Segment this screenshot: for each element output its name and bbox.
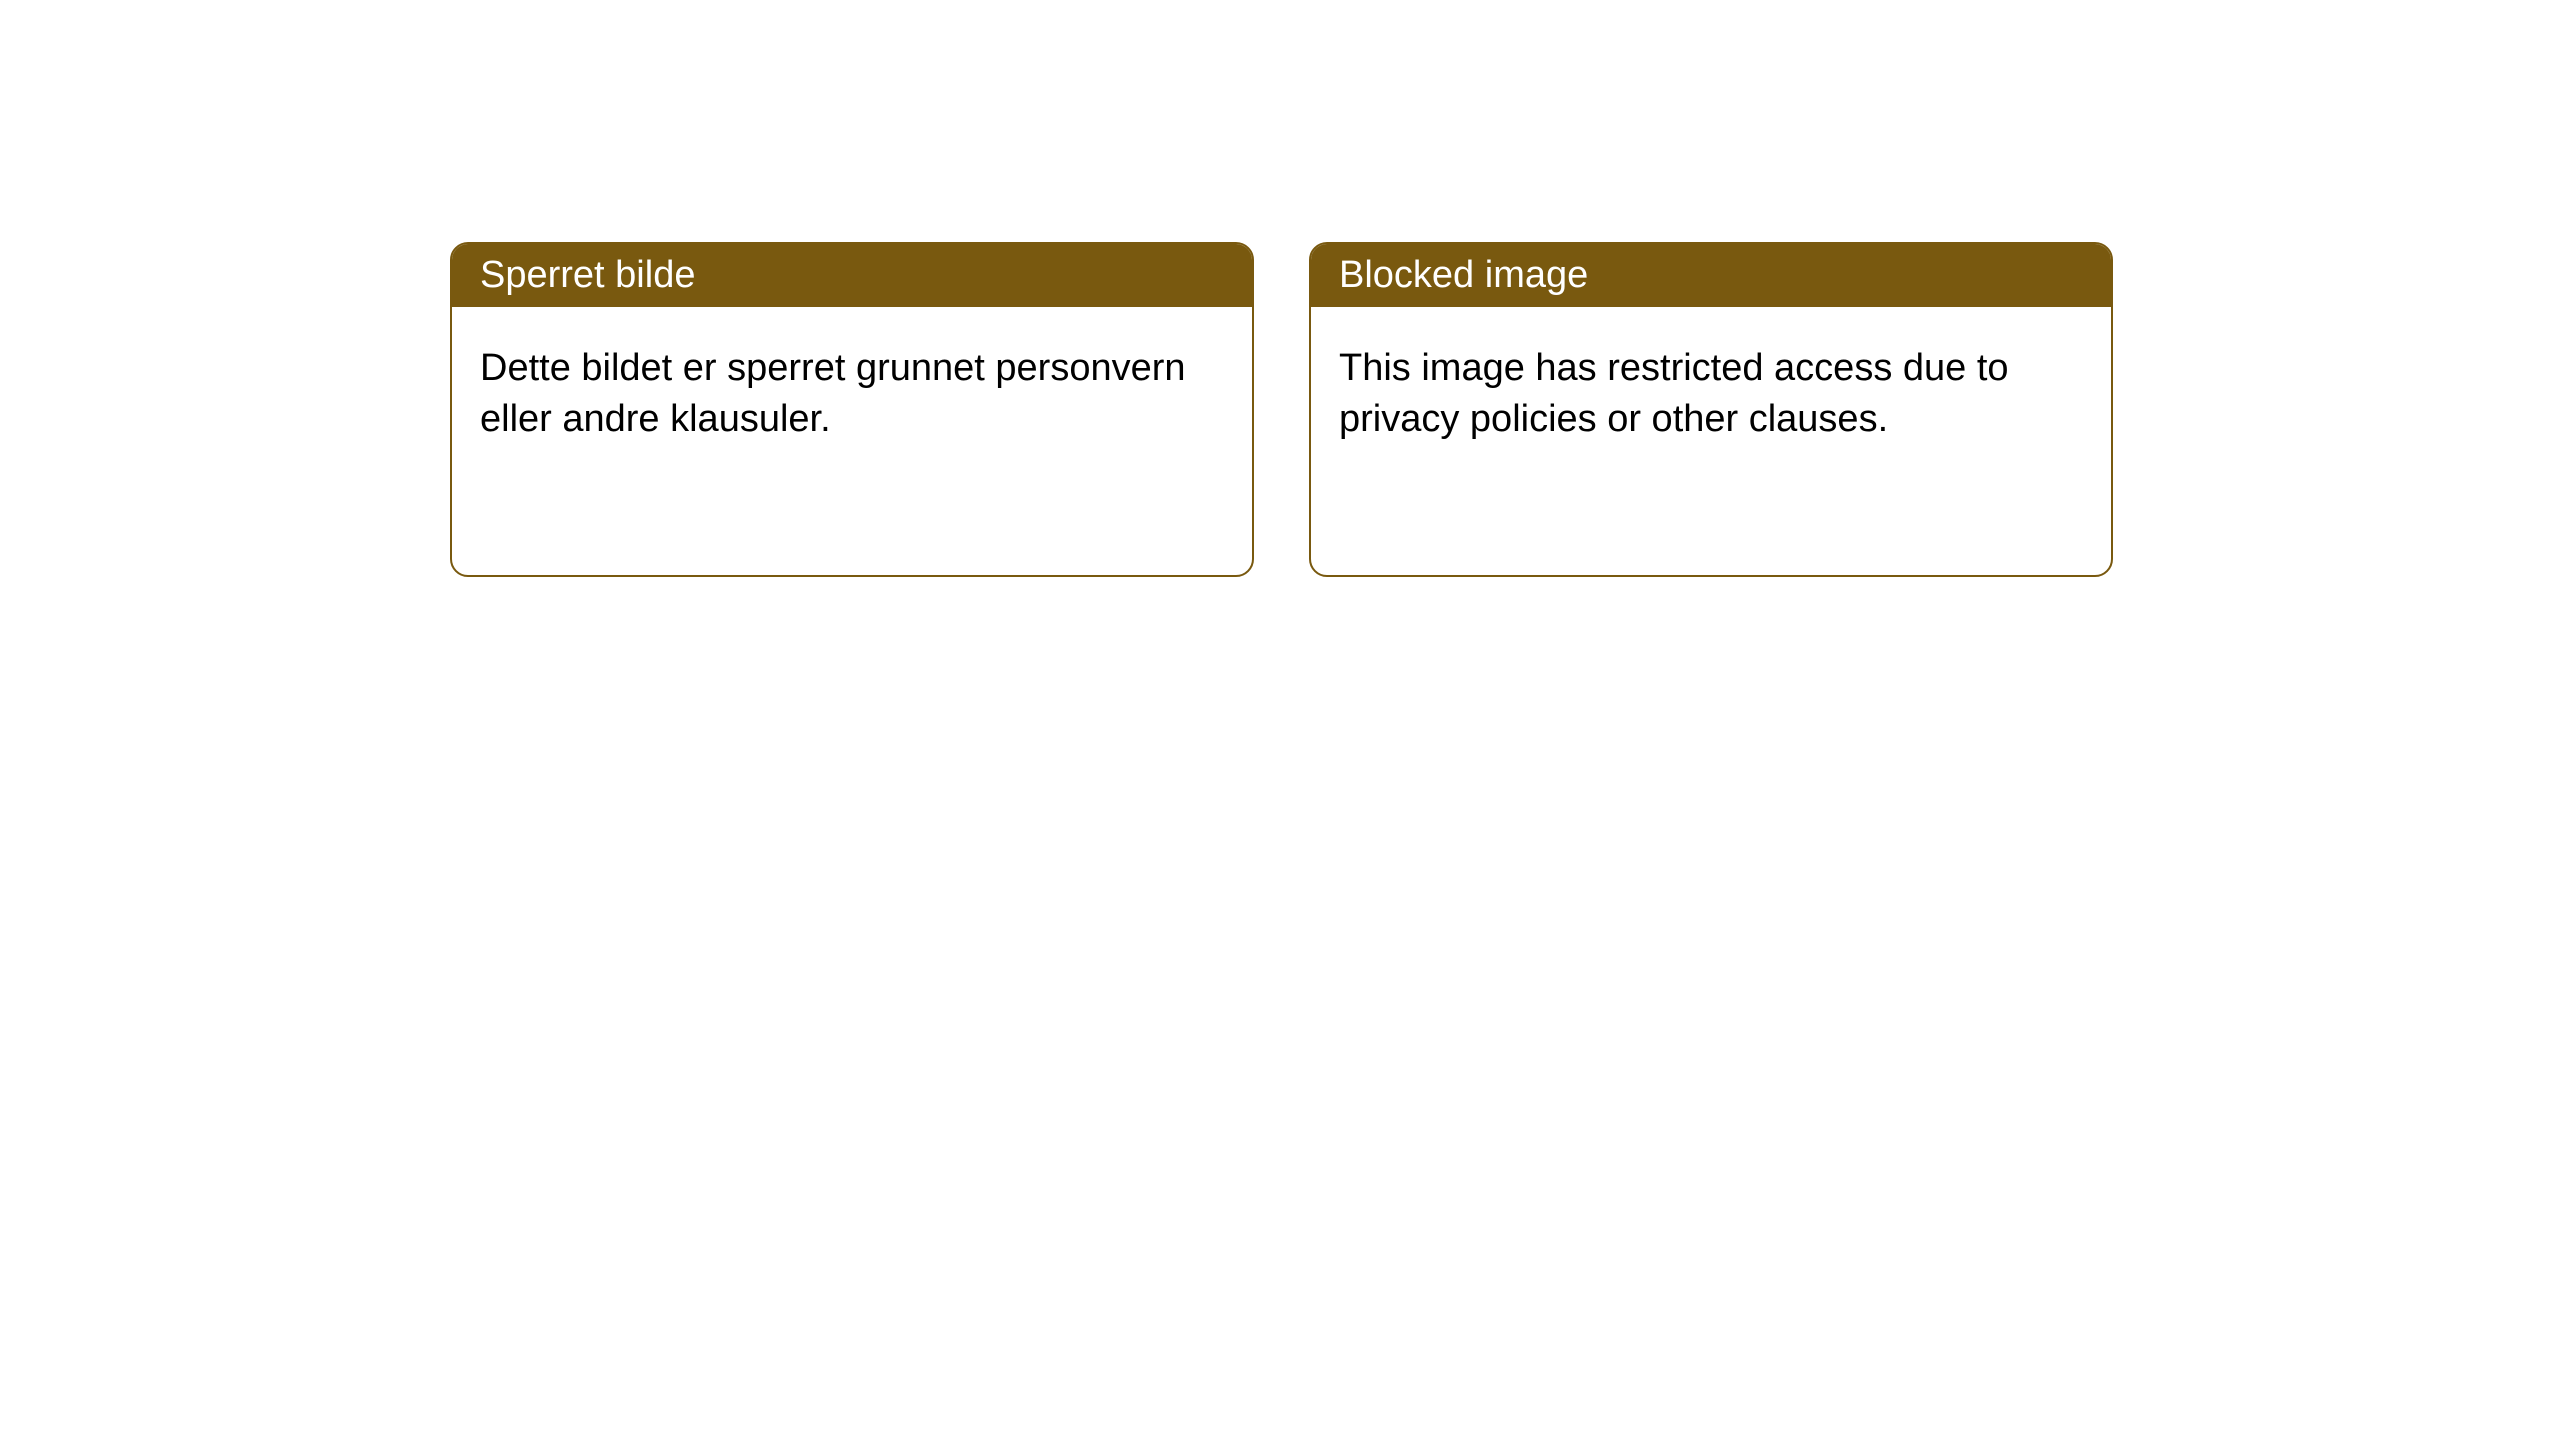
notice-cards-container: Sperret bilde Dette bildet er sperret gr… <box>0 0 2560 577</box>
blocked-image-card-norwegian: Sperret bilde Dette bildet er sperret gr… <box>450 242 1254 577</box>
card-title: Sperret bilde <box>452 244 1252 307</box>
card-body-text: This image has restricted access due to … <box>1311 307 2111 482</box>
card-body-text: Dette bildet er sperret grunnet personve… <box>452 307 1252 482</box>
card-title: Blocked image <box>1311 244 2111 307</box>
blocked-image-card-english: Blocked image This image has restricted … <box>1309 242 2113 577</box>
